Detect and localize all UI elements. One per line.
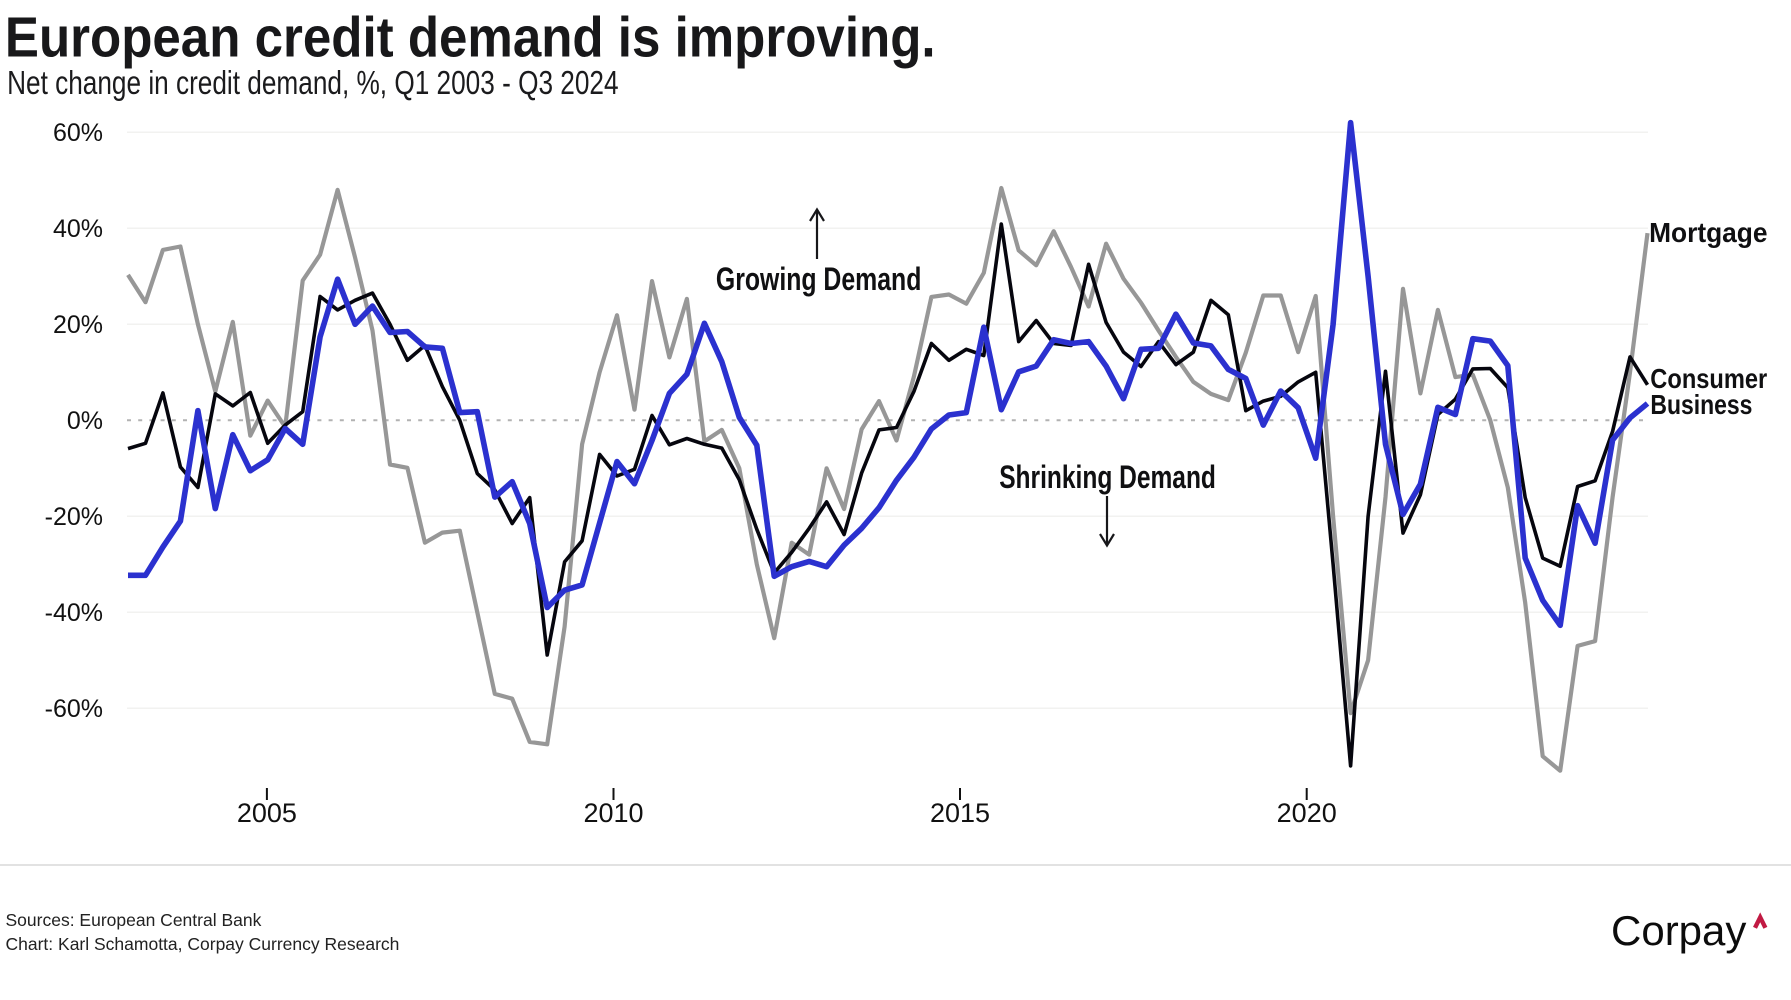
svg-text:-20%: -20% — [45, 503, 103, 531]
svg-text:European credit demand is impr: European credit demand is improving. — [5, 6, 936, 69]
svg-text:60%: 60% — [53, 119, 103, 147]
svg-text:2010: 2010 — [583, 798, 643, 828]
svg-text:Growing Demand: Growing Demand — [716, 262, 921, 298]
svg-text:40%: 40% — [53, 215, 103, 243]
svg-text:-40%: -40% — [45, 599, 103, 627]
svg-text:2015: 2015 — [930, 798, 990, 828]
svg-text:Mortgage: Mortgage — [1649, 216, 1767, 248]
svg-text:Sources: European Central Bank: Sources: European Central Bank — [6, 910, 262, 930]
svg-text:-60%: -60% — [45, 695, 103, 723]
svg-text:Shrinking Demand: Shrinking Demand — [999, 460, 1216, 496]
svg-text:Consumer: Consumer — [1650, 364, 1767, 394]
svg-text:Business: Business — [1650, 390, 1752, 421]
svg-text:2020: 2020 — [1277, 798, 1337, 828]
svg-text:Corpay: Corpay — [1611, 907, 1746, 954]
svg-text:20%: 20% — [53, 311, 103, 339]
svg-text:0%: 0% — [67, 407, 103, 435]
svg-text:Net change in credit demand, %: Net change in credit demand, %, Q1 2003 … — [7, 65, 618, 102]
svg-text:2005: 2005 — [237, 798, 297, 828]
svg-text:Chart: Karl Schamotta, Corpay: Chart: Karl Schamotta, Corpay Currency R… — [6, 934, 400, 954]
